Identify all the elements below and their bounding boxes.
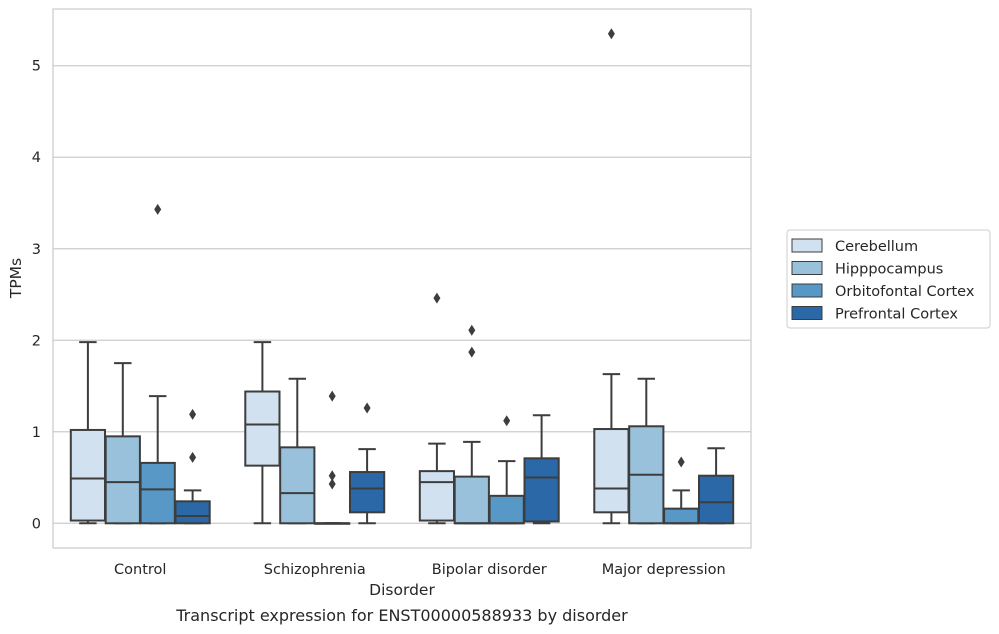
outlier-point xyxy=(607,28,615,40)
box xyxy=(593,428,630,514)
legend-swatch xyxy=(791,283,823,298)
outlier-point xyxy=(328,478,336,490)
y-tick-label: 0 xyxy=(32,516,41,532)
legend: Cerebellum Hipppocampus Orbitofontal Corte… xyxy=(786,229,991,329)
box-groups xyxy=(69,28,735,525)
y-tick-label: 3 xyxy=(32,242,41,258)
outlier-point xyxy=(433,292,441,304)
box xyxy=(139,461,176,525)
box xyxy=(244,390,281,467)
x-tick-labels: Control Schizophrenia Bipolar disorder Majo… xyxy=(114,562,726,578)
plot-frame xyxy=(52,8,752,549)
box xyxy=(488,494,525,525)
legend-label: Prefrontal Cortex xyxy=(835,307,958,323)
x-tick-label: Bipolar disorder xyxy=(432,562,547,578)
legend-label: Hipppocampus xyxy=(835,262,943,278)
box xyxy=(174,500,211,525)
y-tick-label: 5 xyxy=(32,59,41,75)
chart-caption: Transcript expression for ENST0000058893… xyxy=(175,606,628,625)
outlier-point xyxy=(468,324,476,336)
box xyxy=(663,507,700,525)
outlier-point xyxy=(677,456,685,468)
outlier-point xyxy=(189,451,197,463)
legend-swatch xyxy=(791,261,823,275)
x-tick-label: Major depression xyxy=(602,562,726,578)
x-tick-label: Control xyxy=(114,562,166,578)
y-tick-label: 2 xyxy=(32,333,41,349)
legend-swatch xyxy=(791,238,823,253)
outlier-point xyxy=(468,346,476,358)
legend-label: Cerebellum xyxy=(835,239,918,255)
box xyxy=(104,435,141,525)
box xyxy=(453,475,490,525)
x-axis-label: Disorder xyxy=(369,581,435,599)
outlier-point xyxy=(328,470,336,482)
outlier-point xyxy=(363,402,371,414)
y-tick-label: 4 xyxy=(32,150,41,166)
box xyxy=(697,474,735,525)
box xyxy=(348,471,386,514)
legend-frame xyxy=(786,229,991,329)
y-tick-label: 1 xyxy=(32,425,41,441)
outlier-point xyxy=(189,408,197,420)
box xyxy=(523,457,560,523)
box xyxy=(69,428,107,522)
outlier-point xyxy=(328,390,336,402)
legend-swatch xyxy=(791,306,823,320)
y-tick-labels: 0 1 2 3 4 5 xyxy=(32,59,41,533)
legend-label: Orbitofontal Cortex xyxy=(835,284,975,300)
x-tick-label: Schizophrenia xyxy=(264,562,366,578)
box xyxy=(279,446,316,525)
outlier-point xyxy=(503,415,511,427)
box xyxy=(418,470,456,522)
y-axis-label: TPMs xyxy=(7,258,25,299)
outlier-point xyxy=(154,203,162,215)
